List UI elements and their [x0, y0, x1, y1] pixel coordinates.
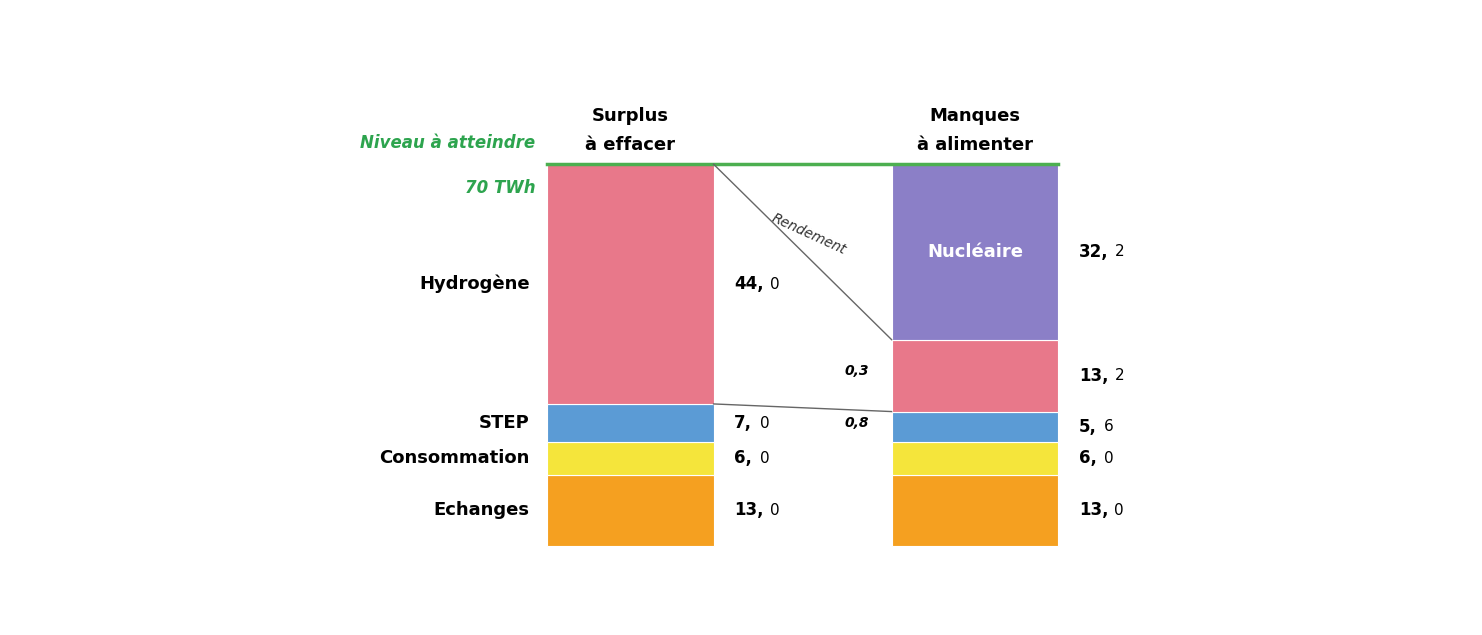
Bar: [892, 411, 1058, 442]
Bar: [892, 340, 1058, 411]
Text: à effacer: à effacer: [585, 137, 676, 154]
Text: 0: 0: [1114, 503, 1123, 518]
Text: Manques: Manques: [929, 107, 1021, 125]
Bar: [547, 475, 713, 545]
Text: Surplus: Surplus: [591, 107, 668, 125]
Text: 13,: 13,: [1079, 501, 1109, 519]
Bar: [892, 164, 1058, 340]
Text: 6,: 6,: [1079, 450, 1097, 467]
Text: 6,: 6,: [734, 450, 753, 467]
Text: 32,: 32,: [1079, 243, 1109, 261]
Text: Nucléaire: Nucléaire: [926, 243, 1023, 261]
Bar: [892, 475, 1058, 545]
Text: 70 TWh: 70 TWh: [465, 179, 535, 197]
Text: Echanges: Echanges: [434, 501, 531, 519]
Text: Rendement: Rendement: [769, 211, 849, 258]
Text: à alimenter: à alimenter: [917, 137, 1033, 154]
Bar: [892, 442, 1058, 475]
Text: 0: 0: [759, 451, 769, 466]
Text: STEP: STEP: [479, 414, 531, 432]
Text: 44,: 44,: [734, 275, 763, 293]
Text: 13,: 13,: [1079, 366, 1109, 385]
Text: 5,: 5,: [1079, 418, 1097, 436]
Bar: [547, 164, 713, 404]
Text: 0: 0: [759, 415, 769, 431]
Bar: [547, 404, 713, 442]
Text: 7,: 7,: [734, 414, 753, 432]
Text: 2: 2: [1114, 244, 1123, 260]
Text: 0: 0: [769, 503, 780, 518]
Text: 13,: 13,: [734, 501, 763, 519]
Text: 2: 2: [1114, 368, 1123, 383]
Text: 6: 6: [1104, 419, 1114, 434]
Text: 0: 0: [769, 277, 780, 291]
Text: 0,3: 0,3: [845, 364, 868, 378]
Text: Niveau à atteindre: Niveau à atteindre: [360, 134, 535, 152]
Text: 0: 0: [1104, 451, 1113, 466]
Text: 0,8: 0,8: [845, 417, 868, 431]
Text: Consommation: Consommation: [379, 450, 531, 467]
Bar: [547, 442, 713, 475]
Text: Hydrogène: Hydrogène: [419, 275, 531, 293]
